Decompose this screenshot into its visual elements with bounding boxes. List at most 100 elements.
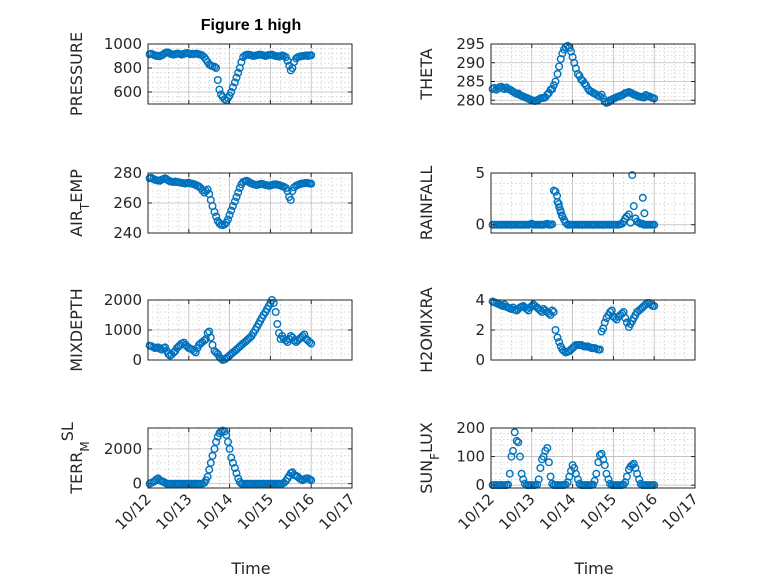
data-point	[553, 69, 562, 78]
data-point	[573, 69, 582, 78]
y-tick-label: 4	[475, 291, 485, 309]
data-point	[307, 51, 316, 60]
data-point	[223, 215, 232, 224]
data-point	[212, 212, 221, 221]
data-point	[307, 476, 316, 485]
data-point	[629, 459, 638, 468]
data-point	[203, 185, 212, 194]
data-point	[213, 75, 222, 84]
data-point	[498, 302, 507, 311]
subplot-h2omixra: 0 2 4 H2OMIXRA	[417, 287, 696, 373]
data-point	[225, 444, 234, 453]
data-point	[305, 338, 314, 347]
data-point	[516, 452, 525, 461]
data-point	[580, 79, 589, 88]
data-point	[227, 87, 236, 96]
data-point	[227, 453, 236, 462]
data-point	[519, 475, 528, 484]
data-point	[590, 476, 599, 485]
subplot-rainfall: 0 5 RAINFALL	[417, 164, 696, 241]
y-tick-label: 285	[456, 73, 485, 91]
data-point	[563, 41, 572, 50]
data-point	[514, 438, 523, 447]
data-point	[212, 63, 221, 72]
data-point	[604, 475, 613, 484]
data-point	[206, 458, 215, 467]
data-point	[548, 220, 557, 229]
data-point	[215, 85, 224, 94]
y-tick-label: 0	[475, 351, 485, 369]
data-point	[556, 206, 565, 215]
data-point	[203, 472, 212, 481]
data-point	[558, 49, 567, 58]
data-point	[509, 446, 518, 455]
data-point	[235, 183, 244, 192]
y-tick-label: 5	[475, 164, 485, 182]
series-mixdepth	[145, 296, 316, 365]
data-point	[191, 348, 200, 357]
axes-box	[147, 43, 353, 105]
data-point	[232, 73, 241, 82]
data-point	[640, 209, 649, 218]
y-tick-label: 2000	[104, 440, 142, 458]
data-point	[650, 220, 659, 229]
data-point	[237, 58, 246, 67]
data-point	[307, 339, 316, 348]
data-point	[307, 179, 316, 188]
y-axis-label: RAINFALL	[417, 166, 436, 241]
axes-box	[147, 427, 353, 489]
series-h2omixra	[488, 297, 659, 357]
data-point	[234, 188, 243, 197]
data-point	[600, 318, 609, 327]
data-point	[227, 206, 236, 215]
y-tick-label: 2000	[104, 291, 142, 309]
data-point	[164, 350, 173, 359]
data-point	[629, 202, 638, 211]
data-point	[198, 186, 207, 195]
y-tick-label: 2	[475, 321, 485, 339]
data-point	[223, 437, 232, 446]
data-point	[543, 444, 552, 453]
data-point	[286, 195, 295, 204]
y-tick-label: 280	[456, 91, 485, 109]
data-point	[549, 308, 558, 317]
subplot-mixdepth: 0 1000 2000 MIXDEPTH	[67, 288, 353, 372]
data-point	[621, 314, 630, 323]
y-tick-label: 260	[113, 194, 142, 212]
y-tick-label: 290	[456, 54, 485, 72]
data-point	[553, 333, 562, 342]
data-point	[232, 469, 241, 478]
data-point	[290, 336, 299, 345]
y-tick-label: 0	[132, 475, 142, 493]
y-axis-label: MIXDEPTH	[67, 288, 86, 371]
y-tick-label: 200	[456, 419, 485, 437]
data-point	[628, 171, 637, 180]
data-point	[210, 444, 219, 453]
y-tick-label: 0	[475, 476, 485, 494]
data-point	[225, 210, 234, 219]
data-point	[230, 464, 239, 473]
data-point	[271, 308, 280, 317]
data-point	[212, 437, 221, 446]
data-point	[573, 475, 582, 484]
data-point	[206, 333, 215, 342]
y-axis-label: TERRMSL	[58, 422, 93, 495]
data-point	[551, 187, 560, 196]
data-point	[273, 320, 282, 329]
y-tick-label: 100	[456, 448, 485, 466]
series-rainfall	[488, 171, 659, 229]
data-point	[228, 83, 237, 92]
plot-area	[148, 428, 352, 488]
data-point	[548, 306, 557, 315]
data-point	[505, 469, 514, 478]
data-point	[228, 201, 237, 210]
y-tick-label: 240	[113, 224, 142, 242]
figure-title: Figure 1 high	[201, 17, 301, 34]
data-point	[546, 472, 555, 481]
y-tick-label: 0	[475, 216, 485, 234]
data-point	[210, 207, 219, 216]
data-point	[635, 475, 644, 484]
data-point	[512, 436, 521, 445]
data-point	[624, 210, 633, 219]
axes-box	[490, 43, 696, 105]
